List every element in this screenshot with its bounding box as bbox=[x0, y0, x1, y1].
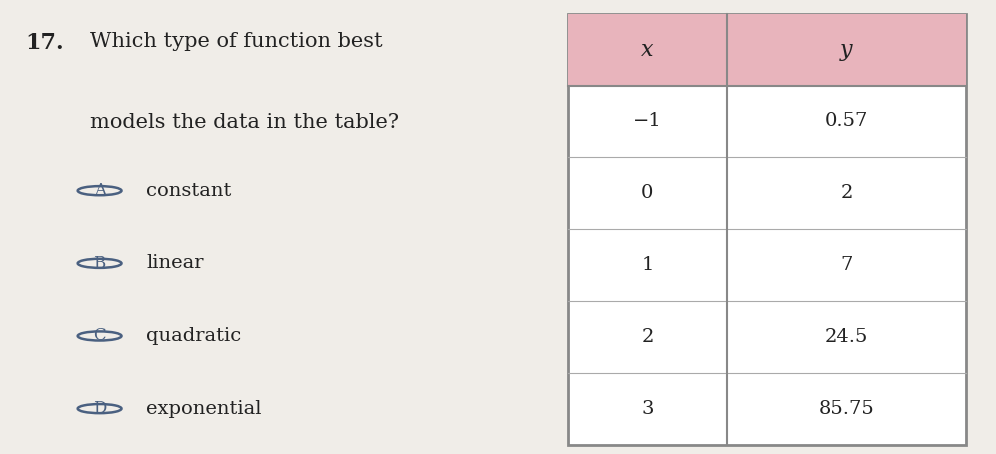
Text: 2: 2 bbox=[641, 328, 653, 346]
Text: 7: 7 bbox=[841, 256, 853, 274]
Text: C: C bbox=[94, 327, 106, 345]
Text: y: y bbox=[841, 39, 853, 60]
Text: −1: −1 bbox=[633, 113, 661, 130]
Text: constant: constant bbox=[146, 182, 232, 200]
Text: x: x bbox=[641, 39, 653, 60]
Text: A: A bbox=[94, 182, 106, 199]
Text: Which type of function best: Which type of function best bbox=[90, 32, 382, 51]
Text: 1: 1 bbox=[641, 256, 653, 274]
Text: 17.: 17. bbox=[25, 32, 64, 54]
Text: models the data in the table?: models the data in the table? bbox=[90, 114, 398, 133]
Text: 3: 3 bbox=[641, 400, 653, 418]
Text: D: D bbox=[93, 400, 107, 417]
Text: linear: linear bbox=[146, 254, 204, 272]
Text: 24.5: 24.5 bbox=[825, 328, 869, 346]
Text: B: B bbox=[94, 255, 106, 272]
FancyBboxPatch shape bbox=[568, 14, 966, 445]
Text: quadratic: quadratic bbox=[146, 327, 242, 345]
Text: 0.57: 0.57 bbox=[825, 113, 869, 130]
Text: 2: 2 bbox=[841, 184, 853, 202]
Text: 0: 0 bbox=[641, 184, 653, 202]
Text: 85.75: 85.75 bbox=[819, 400, 874, 418]
Text: exponential: exponential bbox=[146, 400, 262, 418]
FancyBboxPatch shape bbox=[568, 14, 966, 85]
